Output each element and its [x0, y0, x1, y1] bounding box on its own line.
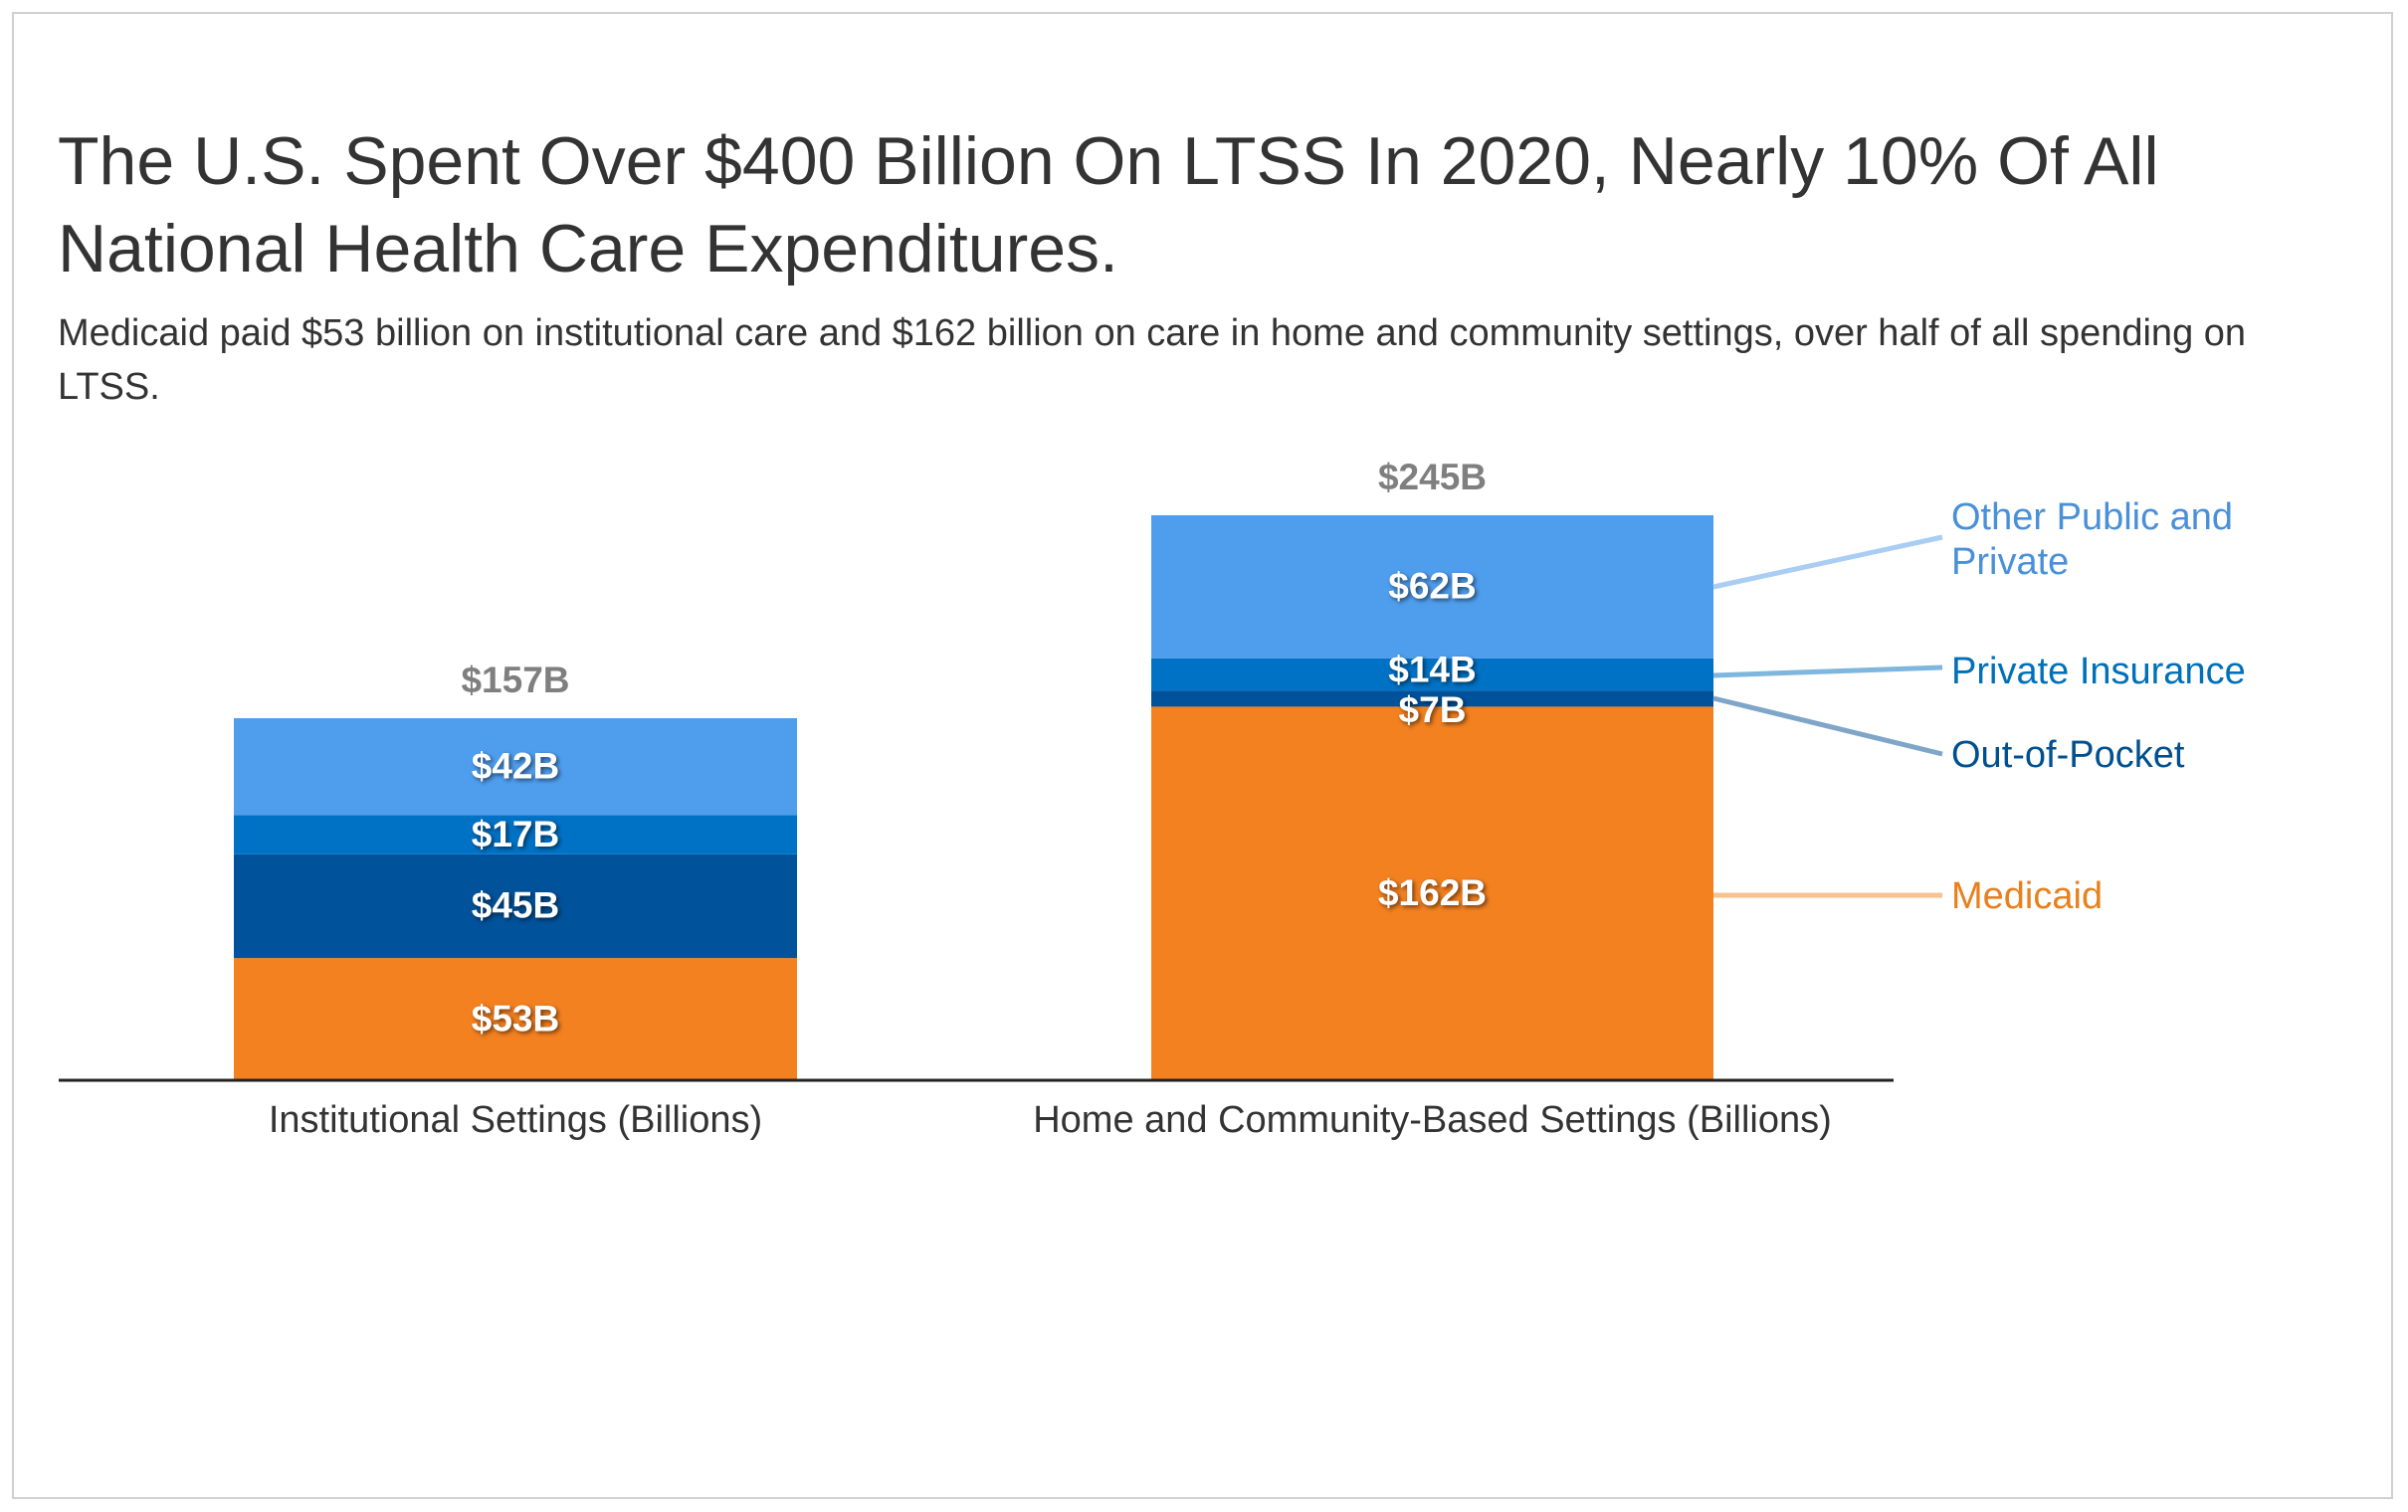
data-label: $42B	[472, 745, 559, 786]
chart-frame	[12, 12, 2393, 1499]
data-label: $162B	[1378, 872, 1487, 913]
legend-label: Medicaid	[1951, 875, 2103, 917]
total-label: $157B	[461, 660, 569, 700]
bar-segment-medicaid	[234, 958, 797, 1080]
data-label: $62B	[1388, 566, 1476, 607]
legend-label: Other Public and	[1951, 496, 2233, 538]
bar-segment-other-public-and-private	[1151, 514, 1713, 659]
bar-segment-out-of-pocket	[234, 853, 797, 959]
x-tick-label: Institutional Settings (Billions)	[269, 1099, 762, 1141]
data-label: $17B	[472, 814, 559, 854]
bar-segment-medicaid	[1151, 706, 1713, 1080]
total-label: $245B	[1378, 457, 1487, 497]
legend-label: Private	[1951, 541, 2069, 583]
legend-label: Out-of-Pocket	[1951, 734, 2185, 776]
legend-leader-line	[1712, 695, 1943, 757]
chart-title: The U.S. Spent Over $400 Billion On LTSS…	[58, 123, 2159, 286]
x-tick-label: Home and Community-Based Settings (Billi…	[1033, 1099, 1832, 1141]
legend-leader-line	[1712, 534, 1943, 590]
data-label: $53B	[472, 998, 559, 1039]
data-label: $14B	[1388, 650, 1476, 690]
legend-leader-line	[1712, 664, 1943, 678]
bar-segment-private-insurance	[1151, 658, 1713, 691]
legend-label: Private Insurance	[1951, 651, 2246, 692]
chart-subtitle: Medicaid paid $53 billion on institution…	[58, 312, 2247, 408]
bar-segment-private-insurance	[234, 815, 797, 854]
data-label: $7B	[1399, 689, 1467, 730]
bar-segment-other-public-and-private	[234, 718, 797, 816]
bar-segment-out-of-pocket	[1151, 690, 1713, 707]
data-label: $45B	[472, 885, 559, 926]
